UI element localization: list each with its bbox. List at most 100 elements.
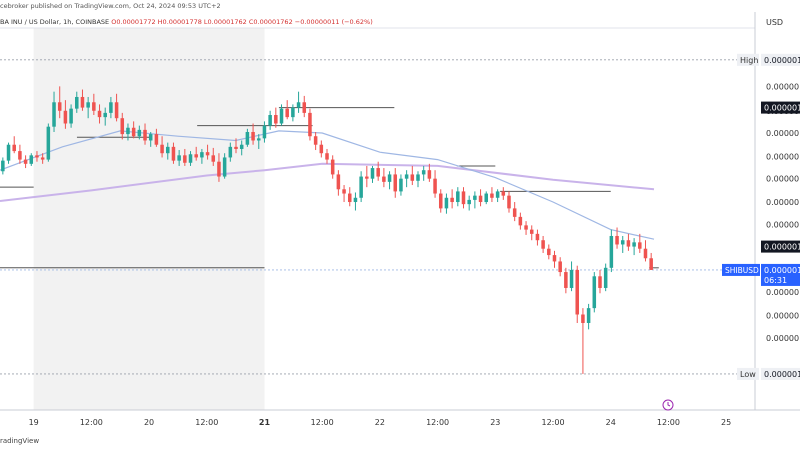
candle[interactable] (245, 128, 250, 147)
candle[interactable] (188, 151, 193, 166)
candle[interactable] (433, 170, 437, 198)
candle[interactable] (649, 252, 653, 270)
candle[interactable] (29, 153, 34, 166)
candle[interactable] (200, 148, 204, 164)
candle[interactable] (632, 238, 636, 256)
candle[interactable] (69, 104, 73, 128)
candle[interactable] (86, 96, 90, 119)
candle[interactable] (467, 195, 471, 211)
candle[interactable] (166, 142, 170, 160)
candle[interactable] (399, 174, 403, 196)
candle[interactable] (268, 110, 272, 130)
candle[interactable] (507, 191, 511, 213)
candle[interactable] (302, 95, 307, 118)
candle[interactable] (194, 146, 198, 161)
candle[interactable] (40, 153, 45, 164)
candle[interactable] (427, 163, 432, 182)
candle[interactable] (6, 142, 11, 164)
candle[interactable] (120, 112, 125, 140)
candle[interactable] (558, 257, 562, 277)
candle[interactable] (410, 165, 415, 186)
candle[interactable] (211, 147, 216, 166)
candle[interactable] (416, 171, 420, 188)
candle[interactable] (626, 233, 631, 251)
candle[interactable] (336, 170, 341, 196)
candle[interactable] (575, 265, 580, 323)
candle[interactable] (63, 100, 68, 129)
candle[interactable] (484, 191, 489, 205)
candle[interactable] (370, 165, 375, 183)
candle[interactable] (18, 144, 22, 164)
candle[interactable] (154, 128, 159, 147)
candle[interactable] (512, 202, 517, 222)
candle[interactable] (353, 192, 358, 211)
candle[interactable] (137, 125, 142, 140)
candle[interactable] (376, 161, 380, 181)
candle[interactable] (524, 221, 528, 235)
candle[interactable] (262, 121, 267, 143)
candle[interactable] (103, 107, 107, 126)
candle[interactable] (421, 165, 426, 181)
candle[interactable] (205, 144, 210, 160)
candle[interactable] (382, 168, 386, 188)
high-label-tag[interactable]: High (737, 53, 759, 66)
candle[interactable] (564, 267, 568, 294)
candle[interactable] (569, 261, 574, 292)
candle[interactable] (97, 104, 102, 124)
candle[interactable] (461, 187, 466, 209)
candle[interactable] (547, 244, 551, 260)
candle[interactable] (359, 171, 363, 203)
candle[interactable] (347, 187, 352, 207)
candle[interactable] (313, 131, 318, 151)
candle[interactable] (450, 189, 454, 209)
candle[interactable] (643, 240, 648, 262)
candle[interactable] (330, 155, 335, 179)
candle[interactable] (387, 171, 392, 190)
candle[interactable] (473, 191, 477, 209)
candle[interactable] (501, 187, 506, 200)
candle[interactable] (404, 170, 409, 188)
candle[interactable] (609, 229, 614, 273)
candle[interactable] (529, 225, 534, 241)
candle[interactable] (592, 272, 597, 313)
candle[interactable] (456, 187, 460, 207)
candle[interactable] (80, 89, 85, 111)
candle[interactable] (92, 93, 96, 116)
candle[interactable] (239, 140, 244, 156)
candle[interactable] (319, 140, 324, 158)
low-label-tag[interactable]: Low (737, 367, 759, 380)
candle[interactable] (143, 123, 147, 145)
candle[interactable] (535, 229, 540, 246)
current-symbol-tag[interactable]: SHIBUSD 0.000001706:31 (722, 263, 800, 286)
candle[interactable] (581, 308, 585, 374)
candle[interactable] (586, 303, 591, 330)
candle[interactable] (495, 189, 500, 203)
candle[interactable] (598, 269, 602, 294)
candle[interactable] (160, 136, 164, 158)
candle[interactable] (308, 108, 312, 141)
candle[interactable] (23, 155, 28, 169)
candle[interactable] (274, 107, 278, 128)
candle[interactable] (12, 136, 16, 154)
low-value-tag[interactable]: 0.0000017 (761, 367, 800, 380)
previous-price-tag[interactable]: 0.0000017 (761, 240, 800, 253)
candle[interactable] (279, 104, 284, 126)
candle[interactable] (490, 187, 494, 203)
candle[interactable] (444, 193, 449, 214)
candle[interactable] (177, 150, 181, 166)
candle[interactable] (183, 148, 187, 166)
candle[interactable] (285, 100, 289, 120)
candle[interactable] (126, 123, 130, 141)
candle[interactable] (620, 235, 625, 253)
candle[interactable] (478, 189, 483, 207)
candle[interactable] (438, 189, 443, 213)
currency-label[interactable]: USD (766, 18, 784, 27)
candle[interactable] (109, 96, 113, 119)
candle[interactable] (57, 86, 62, 119)
candle[interactable] (251, 123, 255, 145)
candle[interactable] (393, 168, 398, 198)
candle[interactable] (638, 233, 642, 253)
